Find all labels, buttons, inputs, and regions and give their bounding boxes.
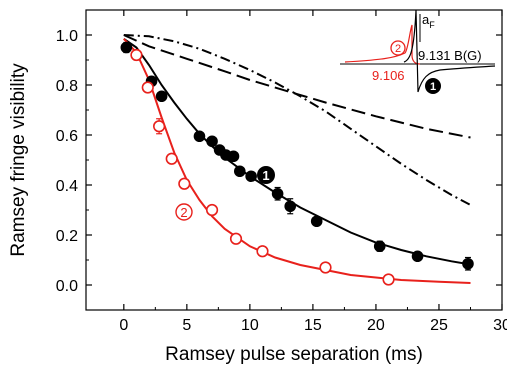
series-label-1: 1	[257, 166, 275, 184]
plot-area: 0 5 10 15 20 25 30 0.0 0.2 0.4 0.6 0.8 1.0	[56, 9, 507, 334]
data-point-series-2	[165, 152, 178, 165]
inset-label-1-text: 1	[430, 81, 436, 93]
inset-label-2-circle	[390, 40, 406, 56]
data-point-series-1	[120, 41, 133, 54]
x-tick-label: 20	[367, 317, 385, 334]
data-point-series-1	[245, 170, 257, 183]
series-label-1-text: 1	[262, 168, 269, 183]
fit-curve-dashed	[123, 34, 471, 139]
data-point-series-1	[284, 200, 297, 213]
inset-label-1-circle	[425, 78, 441, 94]
x-tick-label: 10	[241, 317, 259, 334]
inset-red-value: 9.106	[372, 68, 405, 83]
x-tick-label: 25	[430, 317, 448, 334]
data-point-series-1	[462, 257, 474, 270]
x-tick-label: 0	[119, 317, 128, 334]
y-tick-label: 0.6	[56, 128, 78, 145]
y-tick-label: 1.0	[56, 28, 78, 45]
data-point-series-1	[193, 130, 206, 143]
inset-label-2-text: 2	[395, 43, 401, 55]
data-point-series-1	[206, 135, 218, 148]
y-tick-label: 0.2	[56, 228, 78, 245]
x-tick-label: 5	[182, 317, 191, 334]
inset-a-subscript: F	[429, 20, 435, 30]
data-point-series-2	[205, 203, 219, 217]
data-point-series-1	[271, 187, 284, 200]
data-point-series-2	[319, 261, 332, 274]
data-points	[120, 41, 474, 286]
x-axis-title: Ramsey pulse separation (ms)	[165, 344, 423, 365]
data-point-series-2	[153, 120, 166, 133]
data-point-series-2	[178, 177, 191, 190]
fit-curve-dashdot	[123, 34, 471, 206]
series-label-2-text: 2	[180, 205, 187, 220]
x-axis-ticks: 0 5 10 15 20 25 30	[119, 10, 507, 334]
data-point-series-2	[130, 48, 143, 62]
data-point-series-2	[256, 245, 269, 258]
y-axis-title: Ramsey fringe visibility	[8, 63, 29, 257]
data-point-series-2	[229, 232, 243, 245]
inset-black-signal	[403, 9, 496, 93]
x-tick-label: 15	[304, 317, 322, 334]
data-point-series-1	[155, 90, 168, 103]
y-tick-label: 0.0	[56, 278, 78, 295]
fit-curve-solid	[123, 37, 471, 266]
data-point-series-2	[141, 81, 154, 94]
data-point-series-2	[382, 273, 395, 286]
inset-red-signal	[344, 24, 421, 65]
inset-black-value: 9.131 B(G)	[418, 48, 482, 63]
data-point-series-1	[227, 150, 240, 163]
data-point-series-1	[373, 240, 386, 253]
y-tick-label: 0.4	[56, 178, 78, 195]
inset-spectrum: aF 9.131 B(G) 9.106 2 1	[340, 9, 496, 94]
y-axis-ticks: 0.0 0.2 0.4 0.6 0.8 1.0	[56, 9, 502, 295]
series-label-2: 2	[175, 203, 193, 221]
inset-a-label: aF	[422, 12, 435, 30]
data-point-series-1	[233, 165, 246, 178]
data-point-series-1	[310, 215, 323, 228]
y-tick-label: 0.8	[56, 78, 78, 95]
data-point-series-1	[411, 250, 424, 263]
x-tick-label: 30	[493, 317, 507, 334]
